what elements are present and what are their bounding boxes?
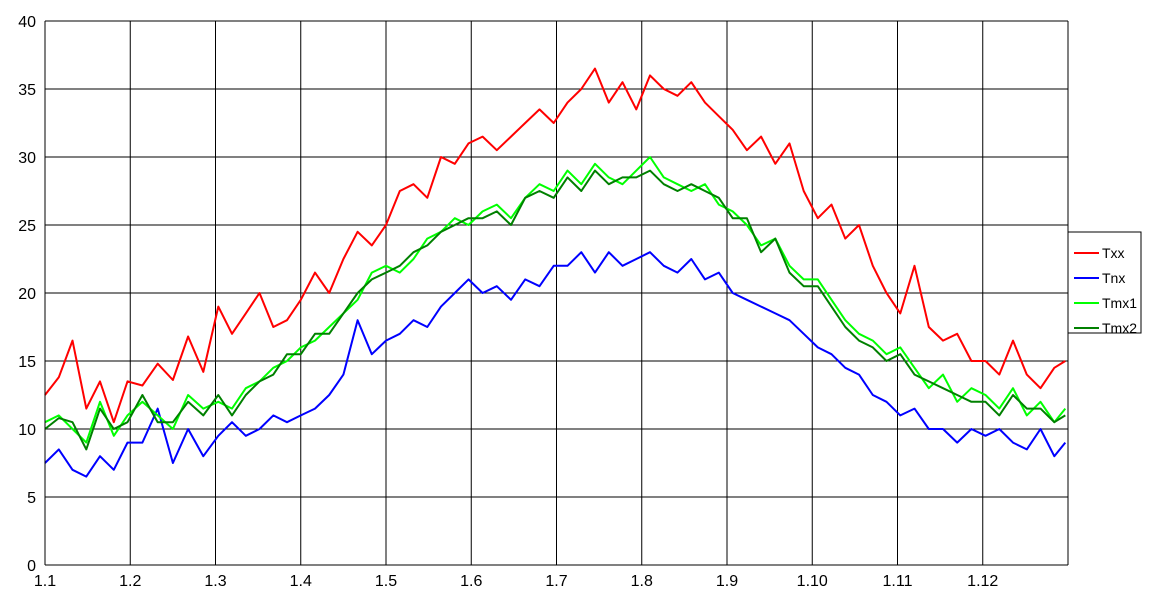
x-tick-label: 1.2 <box>119 573 141 590</box>
series-line-tmx2 <box>44 169 1066 451</box>
x-tick-label: 1.12 <box>967 573 998 590</box>
y-axis-ticks: 0 5 10 15 20 25 30 35 40 <box>18 14 36 575</box>
y-tick-label: 5 <box>27 490 36 507</box>
x-tick-label: 1.10 <box>797 573 828 590</box>
legend-label-txx: Txx <box>1102 245 1125 261</box>
series-line-tnx <box>44 251 1067 478</box>
legend-label-tnx: Tnx <box>1102 270 1125 286</box>
y-tick-label: 0 <box>27 558 36 575</box>
series-lines <box>44 67 1067 478</box>
x-tick-label: 1.1 <box>34 573 56 590</box>
x-tick-label: 1.4 <box>290 573 312 590</box>
x-tick-label: 1.6 <box>460 573 482 590</box>
x-tick-label: 1.9 <box>716 573 738 590</box>
series-line-txx <box>44 67 1066 424</box>
y-tick-label: 15 <box>18 354 36 371</box>
y-tick-label: 10 <box>18 422 36 439</box>
legend-label-tmx2: Tmx2 <box>1102 320 1137 336</box>
x-tick-label: 1.8 <box>631 573 653 590</box>
x-axis-ticks: 1.1 1.2 1.3 1.4 1.5 1.6 1.7 1.8 1.9 1.10 1.11 1.12 <box>34 573 999 590</box>
x-tick-label: 1.3 <box>204 573 226 590</box>
x-tick-label: 1.5 <box>375 573 397 590</box>
y-tick-label: 25 <box>18 218 36 235</box>
y-tick-label: 20 <box>18 286 36 303</box>
legend: Txx Tnx Tmx1 Tmx2 <box>1067 231 1142 336</box>
y-tick-label: 30 <box>18 150 36 167</box>
legend-label-tmx1: Tmx1 <box>1102 295 1137 311</box>
x-tick-label: 1.7 <box>545 573 567 590</box>
series-line-tmx1 <box>44 156 1067 444</box>
y-tick-label: 35 <box>18 82 36 99</box>
x-tick-label: 1.11 <box>883 573 913 590</box>
legend-box <box>1067 231 1142 334</box>
y-tick-label: 40 <box>18 14 36 31</box>
